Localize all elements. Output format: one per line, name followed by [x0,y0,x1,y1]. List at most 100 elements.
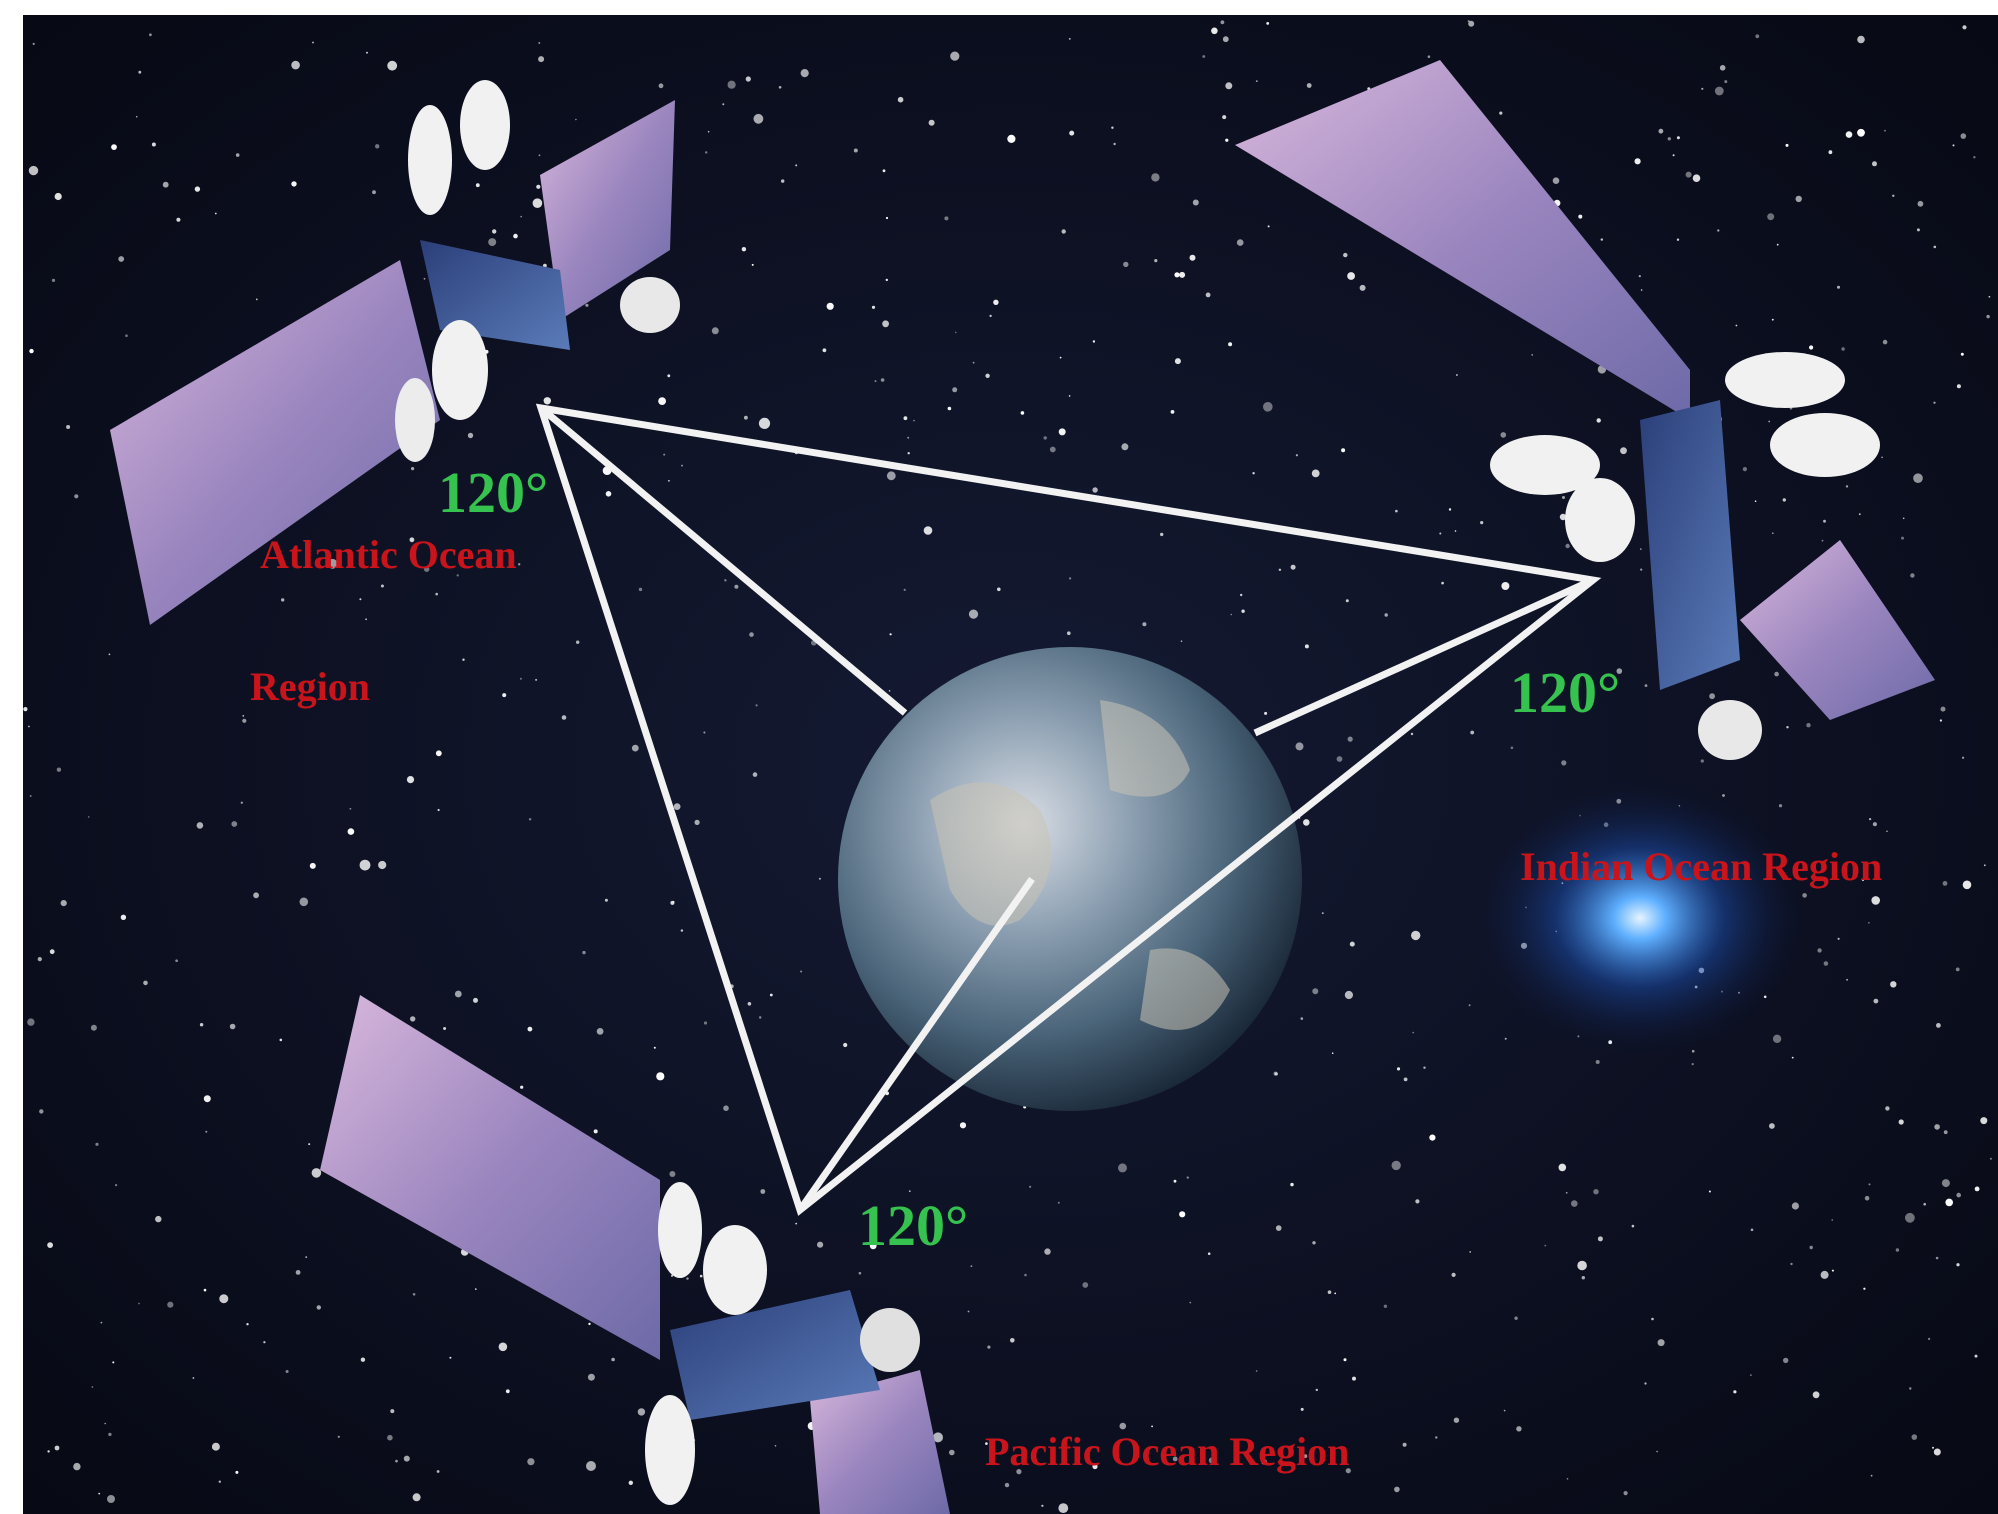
star [1151,173,1159,181]
star [929,120,935,126]
star [752,264,754,266]
star [1961,353,1964,356]
star [1942,1179,1950,1187]
star [1677,239,1679,241]
star [1469,1004,1471,1006]
dish [1565,478,1635,562]
star [1984,864,1986,866]
star [1142,622,1146,626]
star [597,1028,604,1035]
star [488,238,496,246]
star [1890,981,1896,987]
star [468,433,473,438]
star [1069,395,1071,397]
star [1404,1078,1408,1082]
star [348,828,355,835]
star [163,182,169,188]
star [1256,1370,1258,1372]
star [520,216,522,218]
star [748,1002,752,1006]
star [586,1461,596,1471]
star [28,726,30,728]
star [1058,1503,1068,1513]
star [1024,1274,1027,1277]
star [473,998,478,1003]
star [1863,1288,1865,1290]
star [1350,942,1355,947]
star [1202,55,1205,58]
star [1963,881,1972,890]
star [1154,259,1157,262]
star [1092,487,1097,492]
star [904,589,906,591]
star [1566,1192,1568,1194]
star [95,1143,98,1146]
star [576,641,579,644]
star [308,1143,310,1145]
star [1743,467,1747,471]
star [1989,296,1991,298]
star [256,299,258,301]
star [317,1305,321,1309]
star [760,1189,765,1194]
star [985,374,989,378]
star [1531,354,1533,356]
star [1777,244,1779,246]
star [1468,20,1470,22]
star [1312,1241,1315,1244]
star [39,1109,43,1113]
star [437,1470,440,1473]
star [1274,1072,1278,1076]
star [1837,286,1840,289]
star [588,1374,595,1381]
star [1384,1305,1387,1308]
star [1312,988,1318,994]
star [1962,25,1966,29]
star [1501,582,1509,590]
star [629,1481,633,1485]
star [1403,1443,1407,1447]
star [795,1223,797,1225]
star [955,332,957,334]
star [1567,1478,1569,1480]
star [1123,262,1128,267]
star [1455,530,1457,532]
star [952,387,957,392]
star [1715,87,1724,96]
star [242,719,246,723]
star [854,149,858,153]
star [280,1039,283,1042]
star [1632,1225,1635,1228]
star [801,69,809,77]
star [562,715,567,720]
star [1441,582,1444,585]
star [1884,130,1886,132]
star [1067,631,1071,635]
star [281,598,284,601]
star [1717,229,1719,231]
star [1059,428,1066,435]
star [1755,34,1759,38]
star [969,610,978,619]
star [1044,436,1047,439]
star [703,732,705,734]
star [462,659,464,661]
star [1751,1229,1754,1232]
star [91,1025,97,1031]
star [291,61,300,70]
star [219,1481,221,1483]
star [1505,1038,1507,1040]
star [1082,1282,1088,1288]
star [1193,200,1199,206]
star [913,420,915,422]
star [1501,432,1507,438]
star [167,1302,173,1308]
star [1857,36,1865,44]
star [1237,239,1244,246]
star [949,1450,955,1456]
star [378,861,386,869]
star [1934,246,1937,249]
star [52,279,55,282]
star [1435,1436,1437,1438]
star [23,707,27,711]
